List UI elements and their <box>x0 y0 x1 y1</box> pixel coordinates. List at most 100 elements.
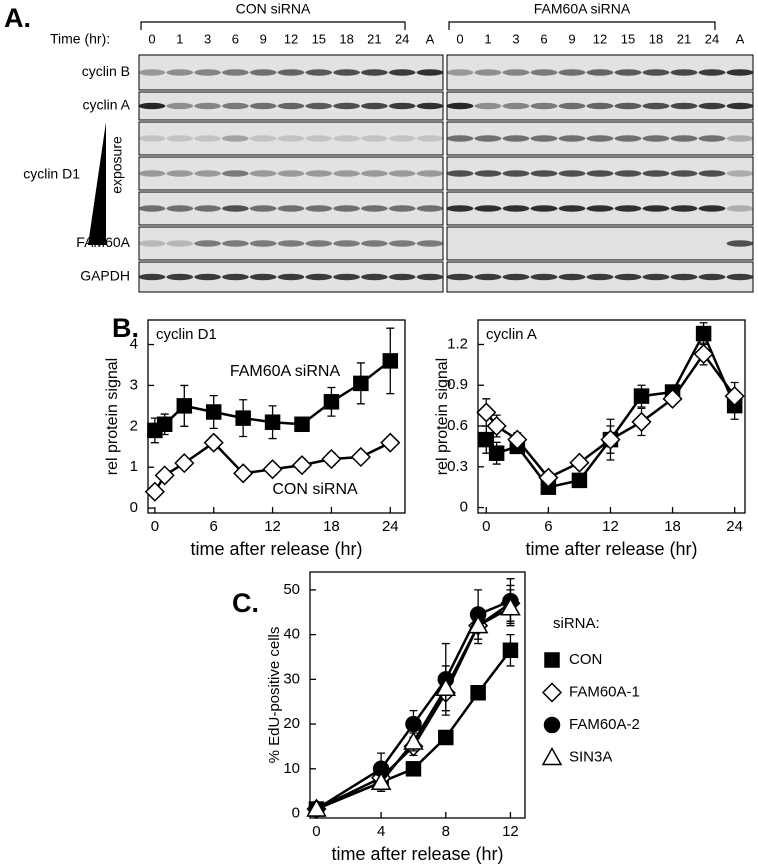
x-axis-label: time after release (hr) <box>331 844 503 864</box>
marker <box>693 343 714 365</box>
lane-label: A <box>426 31 435 46</box>
x-tick-label: 24 <box>726 518 743 535</box>
lane-label: 18 <box>649 31 663 46</box>
blot-band <box>586 102 614 110</box>
lane-label: 9 <box>260 31 267 46</box>
marker <box>154 465 175 486</box>
blot-band <box>194 170 221 177</box>
blot-band <box>361 135 388 142</box>
blot-band <box>586 205 614 212</box>
blot-band <box>333 135 360 142</box>
blot-band <box>361 273 388 281</box>
blot-band <box>726 170 754 177</box>
blot-band <box>166 102 194 110</box>
blot-band <box>249 240 277 247</box>
marker <box>695 325 712 342</box>
blot-band <box>502 273 530 281</box>
marker <box>724 386 745 407</box>
x-tick-label: 4 <box>377 823 385 840</box>
group-name: CON siRNA <box>236 1 311 17</box>
blot-band <box>194 240 221 247</box>
blot-strip <box>446 226 754 261</box>
blot-band <box>726 135 754 142</box>
x-tick-label: 0 <box>482 518 490 535</box>
x-tick-label: 0 <box>312 823 320 840</box>
marker <box>569 452 590 473</box>
lane-label: 9 <box>568 31 575 46</box>
marker <box>403 731 424 750</box>
y-tick-label: 1.2 <box>447 335 468 352</box>
blot-band <box>698 135 726 142</box>
blot-band <box>361 170 388 177</box>
blot-band <box>726 69 754 76</box>
marker <box>156 416 173 433</box>
blot-band <box>642 69 670 76</box>
blot-band <box>586 135 614 142</box>
marker <box>435 677 457 697</box>
blot-band <box>642 205 670 212</box>
blot-band <box>166 170 194 177</box>
marker <box>500 597 521 616</box>
y-axis-label: rel protein signal <box>104 358 121 475</box>
blot-band <box>586 170 614 177</box>
blot-band <box>558 170 586 177</box>
legend-title: siRNA: <box>553 615 600 632</box>
series-line <box>485 330 736 489</box>
panel-label: B. <box>112 313 139 343</box>
marker <box>470 685 486 701</box>
y-tick-label: 10 <box>283 760 300 777</box>
blot-band <box>614 135 642 142</box>
blot-band <box>726 240 754 247</box>
lane-label: 3 <box>204 31 211 46</box>
group-name: FAM60A siRNA <box>534 1 631 17</box>
blot-band <box>138 135 166 142</box>
blot-band <box>642 135 670 142</box>
group-bracket <box>448 21 716 30</box>
lane-label: A <box>736 31 745 46</box>
blot-band <box>333 240 360 247</box>
blot-band <box>416 69 444 76</box>
marker <box>662 388 683 409</box>
blot-strip <box>138 121 444 156</box>
marker <box>476 402 497 423</box>
marker <box>370 771 392 790</box>
blot-band <box>642 273 670 281</box>
blot-band <box>670 102 698 110</box>
y-tick-label: 1 <box>130 458 138 475</box>
blot-band <box>277 135 305 142</box>
blot-band <box>138 240 166 247</box>
y-tick-label: 50 <box>283 581 300 598</box>
lane-label: 24 <box>705 31 719 46</box>
y-tick-label: 40 <box>283 626 300 643</box>
marker <box>306 798 327 817</box>
blot-band <box>670 135 698 142</box>
blot-band <box>416 240 444 247</box>
blot-band <box>194 135 221 142</box>
lane-label: 21 <box>367 31 381 46</box>
marker <box>262 459 283 480</box>
blot-band <box>388 240 416 247</box>
blot-band <box>194 273 221 281</box>
legend-label: CON <box>569 651 602 668</box>
blot-band <box>361 69 388 76</box>
blot-band <box>670 205 698 212</box>
marker <box>502 642 519 659</box>
blot-band <box>222 205 249 212</box>
group-bracket <box>140 21 406 30</box>
x-axis-label: time after release (hr) <box>190 539 362 559</box>
marker <box>203 432 224 453</box>
blot-band <box>277 205 305 212</box>
lane-label: 15 <box>312 31 326 46</box>
blot-band <box>166 273 194 281</box>
y-tick-label: 20 <box>283 715 300 732</box>
blot-band <box>614 170 642 177</box>
marker <box>350 446 371 468</box>
y-axis-label: % EdU-positive cells <box>266 627 283 764</box>
panel-annotation: cyclin D1 <box>156 326 217 343</box>
blot-band <box>416 205 444 212</box>
row-label: cyclin D1 <box>23 166 80 182</box>
blot-band <box>698 205 726 212</box>
marker <box>353 375 369 392</box>
blot-band <box>249 69 277 76</box>
blot-band <box>416 102 444 110</box>
